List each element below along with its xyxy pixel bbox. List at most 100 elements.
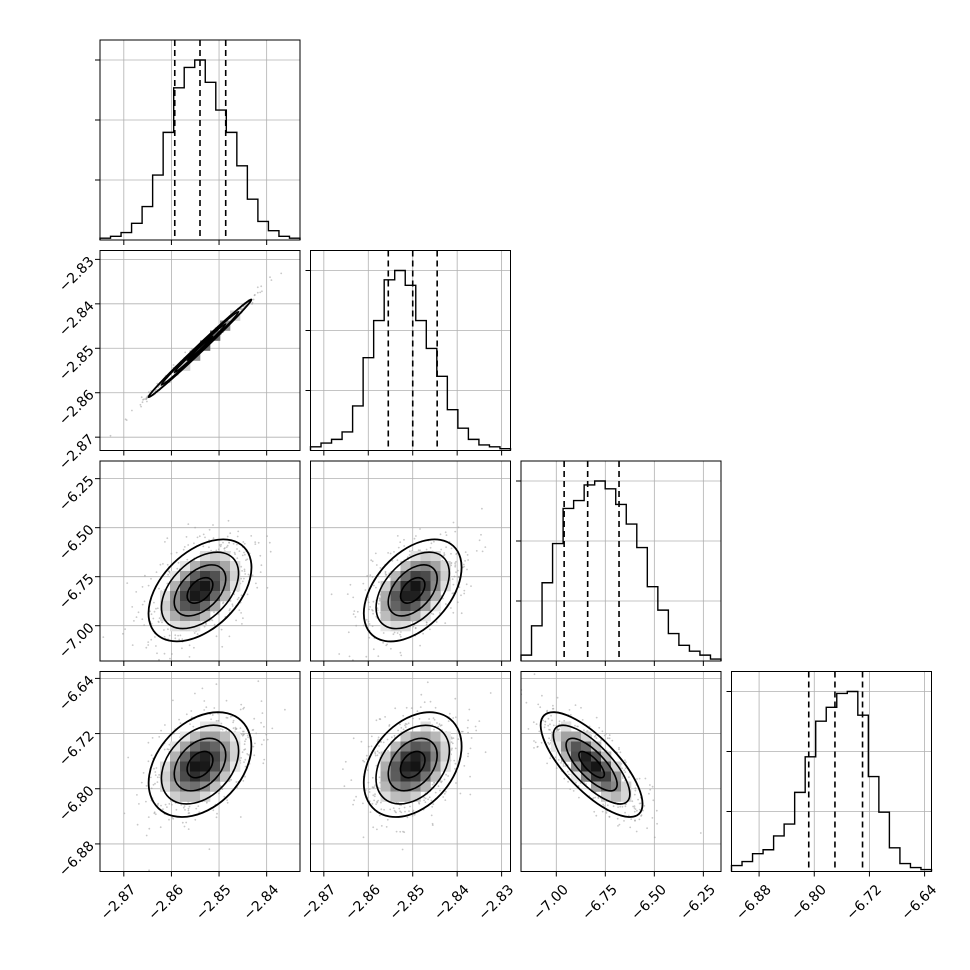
sample-point (430, 612, 433, 615)
sample-point (535, 723, 538, 725)
sample-point (141, 603, 144, 606)
sample-point (159, 826, 162, 829)
sample-point (369, 606, 371, 608)
sample-point (540, 741, 543, 744)
sample-point (375, 803, 377, 806)
sample-point (228, 609, 231, 612)
sample-point (456, 601, 459, 604)
histogram-3 (520, 480, 722, 661)
sample-point (409, 805, 411, 808)
sample-point (369, 574, 372, 577)
sample-point (430, 799, 433, 802)
sample-point (638, 777, 641, 780)
scatter-panel-4-3 (520, 671, 722, 872)
sample-point (547, 724, 550, 727)
sample-point (193, 646, 195, 649)
density-cell (180, 581, 191, 592)
sample-point (463, 592, 466, 595)
sample-point (392, 633, 395, 636)
sample-point (389, 552, 392, 555)
sample-point (373, 799, 375, 802)
density-cell (380, 611, 391, 622)
sample-point (396, 632, 399, 634)
sample-point (624, 767, 627, 770)
sample-point (162, 808, 164, 810)
sample-point (166, 806, 168, 808)
density-cell (410, 551, 421, 562)
density-cell (410, 781, 421, 792)
sample-point (367, 601, 370, 604)
sample-point (370, 735, 373, 738)
sample-point (244, 765, 247, 768)
sample-point (182, 806, 185, 809)
sample-point (346, 593, 349, 595)
density-cell (180, 741, 191, 752)
sample-point (161, 621, 163, 624)
sample-point (145, 646, 148, 649)
sample-point (156, 776, 159, 779)
sample-point (617, 806, 619, 808)
sample-point (464, 560, 466, 562)
sample-point (268, 541, 271, 544)
sample-point (368, 623, 371, 625)
sample-point (226, 801, 229, 804)
sample-point (236, 535, 239, 538)
density-cell (571, 751, 582, 762)
sample-point (145, 785, 148, 787)
sample-point (368, 791, 371, 793)
panel-frame (520, 671, 722, 872)
sample-point (154, 636, 156, 638)
sample-point (450, 741, 453, 743)
sample-point (163, 635, 166, 638)
sample-point (454, 716, 457, 719)
sample-point (562, 763, 565, 765)
density-cell (420, 561, 431, 572)
sample-point (241, 730, 244, 733)
sample-point (202, 545, 205, 548)
sample-point (464, 551, 467, 553)
sample-point (164, 541, 166, 543)
density-cell (440, 741, 451, 752)
sample-point (244, 553, 246, 556)
sample-point (140, 396, 143, 399)
sample-point (187, 544, 190, 546)
sample-point (174, 634, 177, 637)
sample-point (429, 628, 431, 631)
sample-point (380, 808, 383, 811)
density-cell (190, 791, 201, 802)
density-cell (430, 771, 441, 782)
sample-point (263, 739, 265, 741)
sample-point (155, 767, 158, 769)
sample-point (628, 776, 630, 778)
sample-point (145, 397, 148, 400)
sample-point (560, 762, 562, 764)
sample-point (179, 722, 182, 724)
sample-point (538, 730, 541, 733)
sample-point (383, 808, 385, 811)
sample-point (149, 610, 151, 613)
sample-point (452, 521, 455, 524)
density-cell (210, 781, 221, 792)
sample-point (549, 729, 551, 731)
sample-point (621, 777, 624, 779)
sample-point (352, 596, 355, 599)
density-contour (173, 737, 227, 792)
sample-point (453, 759, 456, 762)
sample-point (375, 564, 378, 566)
sample-point (168, 743, 171, 746)
sample-point (122, 632, 124, 635)
density-contour (399, 576, 426, 604)
density-cell (210, 581, 221, 592)
sample-point (133, 620, 135, 622)
sample-point (368, 636, 371, 639)
sample-point (388, 725, 391, 727)
sample-point (225, 716, 228, 719)
sample-point (391, 559, 394, 562)
sample-point (574, 724, 576, 727)
sample-point (225, 546, 228, 549)
sample-point (431, 824, 434, 826)
sample-point (215, 549, 218, 552)
sample-point (365, 618, 368, 621)
sample-point (181, 821, 184, 824)
